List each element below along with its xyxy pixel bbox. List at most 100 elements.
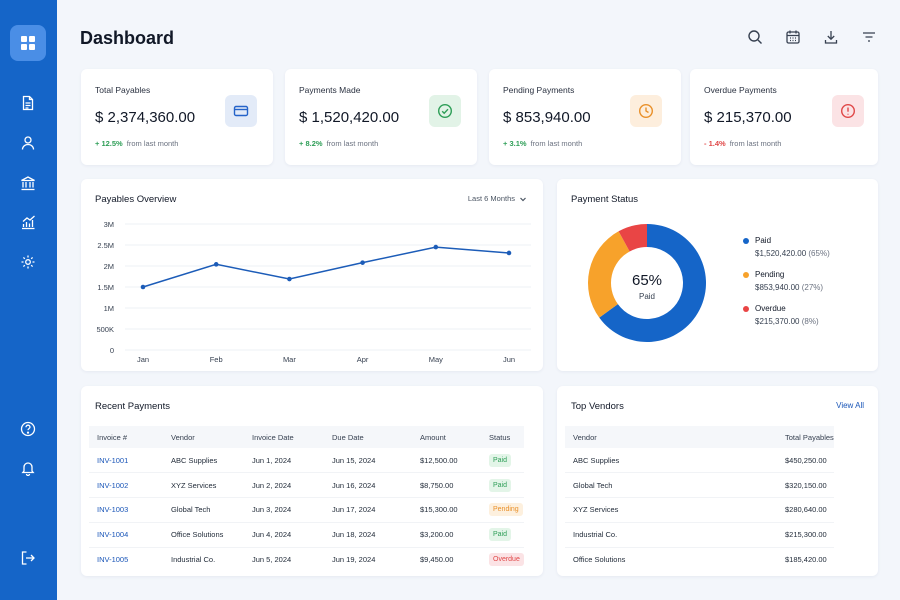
help-button[interactable] [16,417,40,441]
table-row[interactable]: Office Solutions $185,420.00 [565,547,834,572]
period-label: Last 6 Months [467,194,515,203]
legend-amount: $215,370.00 [755,317,802,326]
sidebar-item-banking[interactable] [16,171,40,195]
y-tick-label: 0 [110,346,114,355]
stat-change: + 3.1% from last month [503,139,582,148]
recent-payments-table: Invoice # Vendor Invoice Date Due Date A… [89,426,524,572]
check-circle-icon [437,103,453,119]
amount-cell: $3,200.00 [412,522,481,548]
sidebar-item-reports[interactable] [16,210,40,234]
column-header: Invoice Date [244,426,324,448]
legend-amount: $1,520,420.00 [755,249,809,258]
status-badge: Paid [489,453,512,467]
invoice-link[interactable]: INV-1005 [97,555,129,565]
column-header: Due Date [324,426,412,448]
legend-dot [743,272,749,278]
filter-button[interactable] [860,28,878,46]
invoice-date-cell: Jun 4, 2024 [244,522,324,548]
change-suffix: from last month [126,139,179,148]
chevron-down-icon [520,197,526,201]
column-header: Vendor [163,426,244,448]
table-row[interactable]: ABC Supplies $450,250.00 [565,448,834,474]
sidebar-item-users[interactable] [16,131,40,155]
logout-button[interactable] [16,546,40,570]
legend-percent: (27%) [801,283,824,292]
total-cell: $450,250.00 [777,448,834,474]
download-icon [824,31,838,44]
panel-title: Payment Status [571,194,639,205]
column-header: Vendor [565,426,777,448]
invoice-link[interactable]: INV-1003 [97,505,129,515]
alert-circle-icon [840,103,856,119]
table-row[interactable]: INV-1002 XYZ Services Jun 2, 2024 Jun 16… [89,472,524,499]
sidebar-item-settings[interactable] [16,250,40,274]
calendar-button[interactable] [784,28,802,46]
stat-card-total-payables: Total Payables $ 2,374,360.00 + 12.5% fro… [81,69,273,165]
legend-percent: (65%) [808,249,830,258]
vendor-cell: Global Tech [163,497,244,523]
legend-value: $853,940.00 (27%) [755,283,823,292]
table-row[interactable]: INV-1001 ABC Supplies Jun 1, 2024 Jun 15… [89,448,524,474]
vendor-cell: ABC Supplies [163,448,244,474]
column-header: Invoice # [89,426,163,448]
y-tick-label: 500K [96,325,114,334]
sidebar-item-documents[interactable] [16,91,40,115]
total-cell: $280,640.00 [777,497,834,523]
column-header: Amount [412,426,481,448]
stat-label: Total Payables [95,85,151,95]
due-date-cell: Jun 15, 2024 [324,448,412,474]
payment-status-panel: Payment Status 65% Paid Paid $1,520,420.00… [557,179,878,371]
invoice-date-cell: Jun 3, 2024 [244,497,324,523]
due-date-cell: Jun 17, 2024 [324,497,412,523]
legend-percent: (8%) [801,317,819,326]
table-row[interactable]: XYZ Services $280,640.00 [565,497,834,523]
table-row[interactable]: INV-1003 Global Tech Jun 3, 2024 Jun 17,… [89,497,524,523]
vendor-cell: XYZ Services [163,472,244,499]
stat-change: - 1.4% from last month [704,139,781,148]
donut-slice-paid [599,224,706,342]
user-icon [21,136,35,150]
download-button[interactable] [822,28,840,46]
stat-change: + 12.5% from last month [95,139,178,148]
invoice-link[interactable]: INV-1001 [97,455,129,465]
series-line [142,246,510,288]
invoice-date-cell: Jun 5, 2024 [252,555,292,565]
settings-icon [21,255,35,269]
payables-overview-panel: Payables Overview Last 6 Months 0 500K 1M 1… [81,179,543,371]
data-point [360,260,365,265]
data-point [213,262,219,267]
amount-cell: $12,500.00 [412,448,481,474]
total-cell: $185,420.00 [785,555,827,565]
grid-icon [21,36,35,50]
search-icon [748,30,762,44]
invoice-link[interactable]: INV-1004 [97,530,129,540]
x-tick-label: Feb [210,355,223,364]
stat-icon-tile [630,95,662,127]
total-cell: $320,150.00 [777,472,834,499]
due-date-cell: Jun 18, 2024 [324,522,412,548]
table-row[interactable]: Global Tech $320,150.00 [565,472,834,499]
clock-icon [638,103,654,119]
data-point [140,284,146,290]
table-row[interactable]: INV-1004 Office Solutions Jun 4, 2024 Ju… [89,522,524,548]
legend-value: $215,370.00 (8%) [755,317,819,326]
data-point [433,244,439,250]
total-cell: $215,300.00 [777,522,834,548]
notifications-button[interactable] [16,456,40,480]
view-all-link[interactable]: View All [836,401,864,410]
y-tick-label: 1.5M [97,283,114,292]
donut-center-label: Paid [639,292,655,301]
table-header-row: Invoice # Vendor Invoice Date Due Date A… [89,426,524,448]
table-row[interactable]: INV-1005 Industrial Co. Jun 5, 2024 Jun … [89,547,524,572]
stat-icon-tile [429,95,461,127]
period-dropdown[interactable]: Last 6 Months [468,194,527,203]
search-button[interactable] [746,28,764,46]
top-vendors-panel: Top Vendors View All Vendor Total Payabl… [557,386,878,576]
legend-amount: $853,940.00 [755,283,802,292]
change-percent: + 12.5% [95,139,123,148]
data-point [506,250,512,256]
dashboard-nav-button[interactable] [10,25,46,61]
x-tick-label: Jun [503,355,515,364]
invoice-link[interactable]: INV-1002 [97,480,129,490]
table-row[interactable]: Industrial Co. $215,300.00 [565,522,834,548]
